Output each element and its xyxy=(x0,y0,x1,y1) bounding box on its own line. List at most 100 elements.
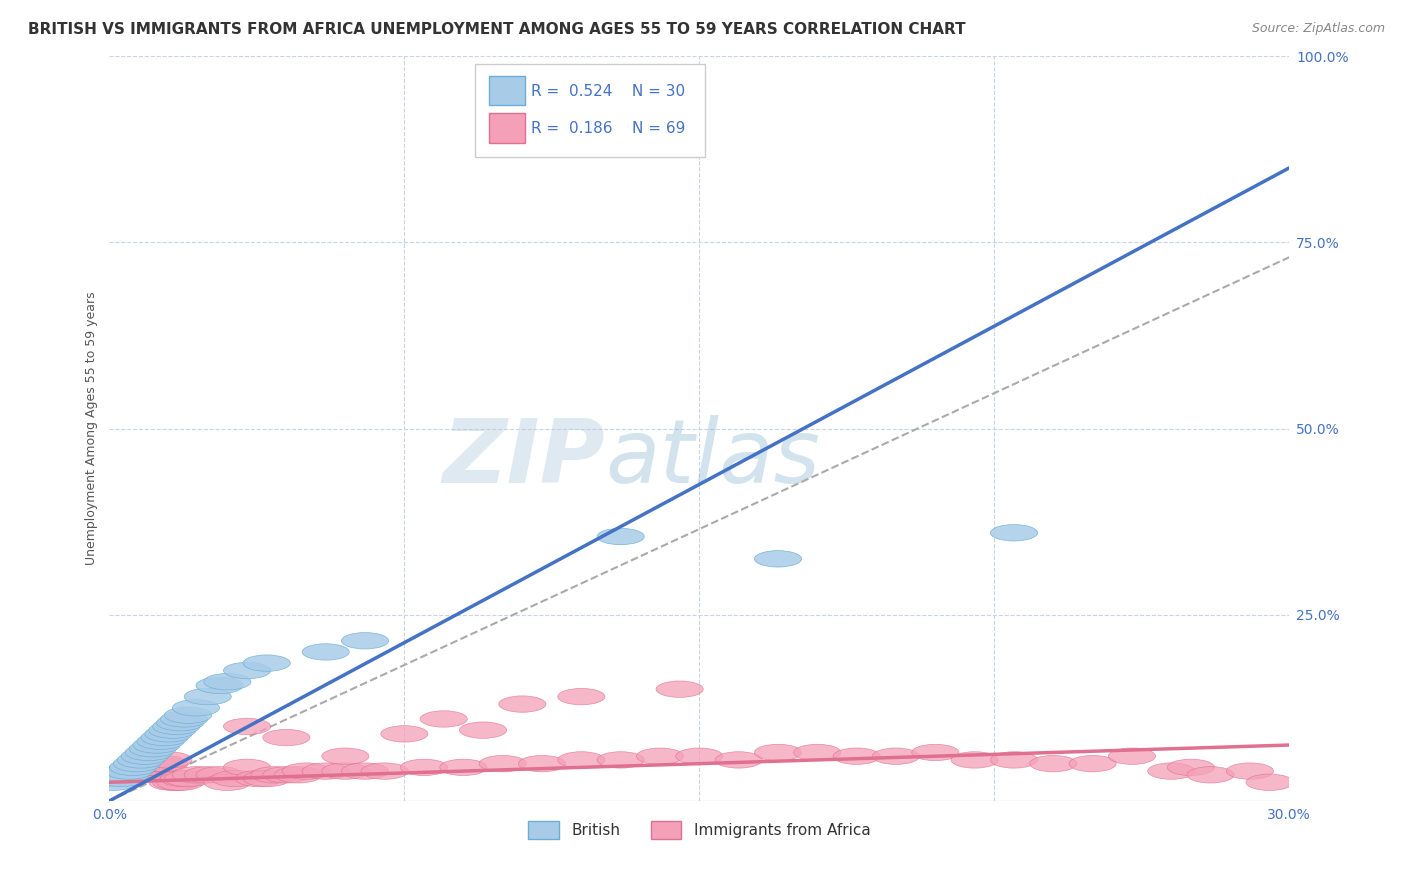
Ellipse shape xyxy=(950,752,998,768)
Ellipse shape xyxy=(136,733,184,749)
Ellipse shape xyxy=(97,766,145,783)
Ellipse shape xyxy=(243,655,290,672)
Ellipse shape xyxy=(160,771,208,787)
Ellipse shape xyxy=(832,748,880,764)
Ellipse shape xyxy=(263,730,309,746)
Ellipse shape xyxy=(101,766,149,783)
Ellipse shape xyxy=(361,763,408,780)
FancyBboxPatch shape xyxy=(489,76,524,105)
Ellipse shape xyxy=(657,681,703,698)
Ellipse shape xyxy=(872,748,920,764)
Ellipse shape xyxy=(401,759,447,775)
Ellipse shape xyxy=(184,689,232,705)
Ellipse shape xyxy=(911,744,959,761)
Ellipse shape xyxy=(117,759,165,775)
Ellipse shape xyxy=(141,730,188,746)
Ellipse shape xyxy=(322,763,368,780)
Ellipse shape xyxy=(637,748,683,764)
Ellipse shape xyxy=(114,756,160,772)
Ellipse shape xyxy=(676,748,723,764)
Ellipse shape xyxy=(1147,763,1195,780)
Ellipse shape xyxy=(1226,763,1274,780)
Ellipse shape xyxy=(302,763,349,780)
Ellipse shape xyxy=(125,744,173,761)
Ellipse shape xyxy=(105,763,153,780)
Ellipse shape xyxy=(121,748,169,764)
Ellipse shape xyxy=(558,752,605,768)
Ellipse shape xyxy=(90,774,136,790)
Ellipse shape xyxy=(204,673,252,690)
Ellipse shape xyxy=(598,528,644,545)
Ellipse shape xyxy=(598,752,644,768)
Ellipse shape xyxy=(165,707,212,723)
Ellipse shape xyxy=(755,744,801,761)
Ellipse shape xyxy=(149,774,195,790)
Ellipse shape xyxy=(97,771,145,787)
Ellipse shape xyxy=(519,756,565,772)
Ellipse shape xyxy=(173,766,219,783)
Ellipse shape xyxy=(195,766,243,783)
Ellipse shape xyxy=(342,763,388,780)
Ellipse shape xyxy=(129,740,176,757)
Text: Source: ZipAtlas.com: Source: ZipAtlas.com xyxy=(1251,22,1385,36)
Ellipse shape xyxy=(990,524,1038,541)
Ellipse shape xyxy=(755,550,801,567)
Ellipse shape xyxy=(90,771,136,787)
Ellipse shape xyxy=(440,759,486,775)
Text: atlas: atlas xyxy=(605,416,820,501)
Ellipse shape xyxy=(145,752,193,768)
Legend: British, Immigrants from Africa: British, Immigrants from Africa xyxy=(522,814,876,846)
Ellipse shape xyxy=(224,759,271,775)
Ellipse shape xyxy=(101,766,149,783)
Ellipse shape xyxy=(1069,756,1116,772)
Ellipse shape xyxy=(125,759,173,775)
Ellipse shape xyxy=(121,759,169,775)
Ellipse shape xyxy=(156,774,204,790)
Ellipse shape xyxy=(990,752,1038,768)
Ellipse shape xyxy=(302,644,349,660)
Ellipse shape xyxy=(558,689,605,705)
Ellipse shape xyxy=(204,774,252,790)
Text: ZIP: ZIP xyxy=(443,415,605,502)
FancyBboxPatch shape xyxy=(489,112,524,143)
Ellipse shape xyxy=(283,763,329,780)
Ellipse shape xyxy=(322,748,368,764)
Text: R =  0.186    N = 69: R = 0.186 N = 69 xyxy=(530,121,685,136)
Ellipse shape xyxy=(184,766,232,783)
Ellipse shape xyxy=(263,766,309,783)
FancyBboxPatch shape xyxy=(475,63,706,157)
Ellipse shape xyxy=(235,771,283,787)
Ellipse shape xyxy=(110,759,156,775)
Ellipse shape xyxy=(136,756,184,772)
Ellipse shape xyxy=(156,714,204,731)
Ellipse shape xyxy=(117,752,165,768)
Ellipse shape xyxy=(94,771,141,787)
Ellipse shape xyxy=(134,756,180,772)
Ellipse shape xyxy=(110,763,156,780)
Ellipse shape xyxy=(153,718,200,735)
Ellipse shape xyxy=(716,752,762,768)
Ellipse shape xyxy=(794,744,841,761)
Ellipse shape xyxy=(479,756,526,772)
Ellipse shape xyxy=(252,766,298,783)
Ellipse shape xyxy=(195,677,243,694)
Ellipse shape xyxy=(212,771,259,787)
Ellipse shape xyxy=(1187,766,1234,783)
Ellipse shape xyxy=(160,711,208,727)
Ellipse shape xyxy=(114,763,160,780)
Ellipse shape xyxy=(1108,748,1156,764)
Ellipse shape xyxy=(1246,774,1294,790)
Ellipse shape xyxy=(342,632,388,649)
Ellipse shape xyxy=(129,756,176,772)
Ellipse shape xyxy=(1029,756,1077,772)
Ellipse shape xyxy=(149,722,195,739)
Ellipse shape xyxy=(224,718,271,735)
Ellipse shape xyxy=(153,774,200,790)
Ellipse shape xyxy=(224,663,271,679)
Ellipse shape xyxy=(243,771,290,787)
Y-axis label: Unemployment Among Ages 55 to 59 years: Unemployment Among Ages 55 to 59 years xyxy=(86,292,98,566)
Ellipse shape xyxy=(1167,759,1215,775)
Text: BRITISH VS IMMIGRANTS FROM AFRICA UNEMPLOYMENT AMONG AGES 55 TO 59 YEARS CORRELA: BRITISH VS IMMIGRANTS FROM AFRICA UNEMPL… xyxy=(28,22,966,37)
Ellipse shape xyxy=(274,766,322,783)
Ellipse shape xyxy=(141,756,188,772)
